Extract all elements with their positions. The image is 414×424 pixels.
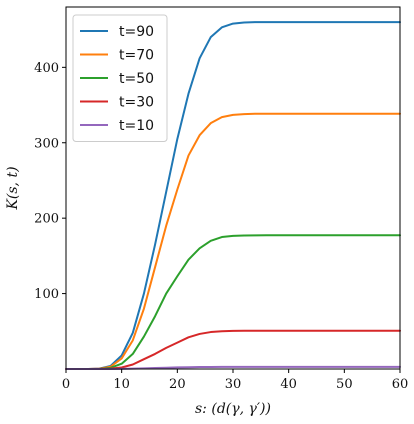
axes-layer: 0 10 20 30 40 50 60 100 200 300 400	[34, 6, 409, 392]
legend: t=90 t=70 t=50 t=30 t=10	[72, 14, 168, 142]
y-tick-label: 100	[34, 287, 59, 302]
x-tick-label: 60	[392, 377, 409, 392]
legend-label: t=30	[119, 95, 154, 111]
x-tick-label: 10	[113, 377, 130, 392]
x-tick-label: 50	[336, 377, 353, 392]
x-tick-label: 30	[225, 377, 242, 392]
legend-box	[72, 14, 168, 142]
legend-label: t=70	[119, 48, 154, 64]
x-tick-label: 40	[280, 377, 297, 392]
legend-label: t=50	[119, 71, 154, 87]
y-axis-label: K(s, t)	[5, 166, 21, 210]
y-tick-label: 300	[34, 136, 59, 151]
series-line-t-70	[65, 112, 401, 370]
legend-label: t=90	[119, 24, 154, 40]
x-axis-label: s: (d(γ, γ′))	[195, 401, 271, 417]
y-tick-label: 400	[34, 61, 59, 76]
x-tick-label: 0	[62, 377, 70, 392]
legend-label: t=10	[119, 118, 154, 134]
x-tick-label: 20	[169, 377, 186, 392]
y-tick-label: 200	[34, 212, 59, 227]
